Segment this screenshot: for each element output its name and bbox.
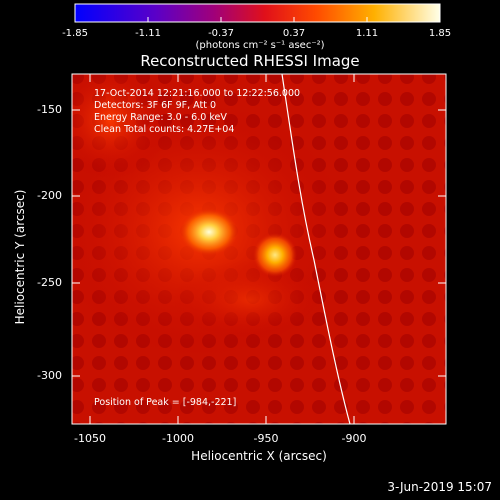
colorbar [74, 3, 441, 23]
info-clean-counts: Clean Total counts: 4.27E+04 [94, 124, 235, 135]
x-tick-label: -900 [341, 432, 367, 445]
colorbar-tick-label: -0.37 [208, 28, 234, 39]
rhessi-image [72, 74, 446, 424]
y-tick-label: -200 [37, 189, 62, 202]
y-tick-label: -250 [37, 276, 62, 289]
y-axis-label: Heliocentric Y (arcsec) [13, 189, 27, 325]
x-axis-ticks [89, 74, 355, 424]
colorbar-tick-label: 1.11 [355, 28, 379, 39]
y-axis-ticks [72, 109, 446, 377]
colorbar-unit-label: (photons cm⁻² s⁻¹ asec⁻²) [195, 40, 325, 51]
colorbar-ticks [74, 17, 441, 22]
colorbar-tick-label: -1.85 [62, 28, 88, 39]
colorbar-tick-label: 0.37 [282, 28, 306, 39]
secondary-source [253, 233, 297, 277]
plot-title: Reconstructed RHESSI Image [140, 52, 360, 70]
info-energy-range: Energy Range: 3.0 - 6.0 keV [94, 112, 227, 123]
colorbar-tick-label: 1.85 [428, 28, 452, 39]
colorbar-tick-label: -1.11 [135, 28, 161, 39]
info-detectors: Detectors: 3F 6F 9F, Att 0 [94, 100, 217, 111]
x-tick-label: -1000 [162, 432, 194, 445]
peak-source [179, 208, 239, 256]
info-time-range: 17-Oct-2014 12:21:16.000 to 12:22:56.000 [94, 88, 301, 99]
y-tick-label: -300 [37, 369, 62, 382]
y-tick-label: -150 [37, 103, 62, 116]
solar-limb [281, 74, 351, 424]
info-peak-position: Position of Peak = [-984,-221] [94, 397, 237, 408]
plot-frame [71, 73, 447, 425]
footer-date: 3-Jun-2019 15:07 [387, 480, 492, 494]
x-tick-label: -950 [253, 432, 279, 445]
x-tick-label: -1050 [74, 432, 106, 445]
x-axis-label: Heliocentric X (arcsec) [191, 449, 327, 463]
